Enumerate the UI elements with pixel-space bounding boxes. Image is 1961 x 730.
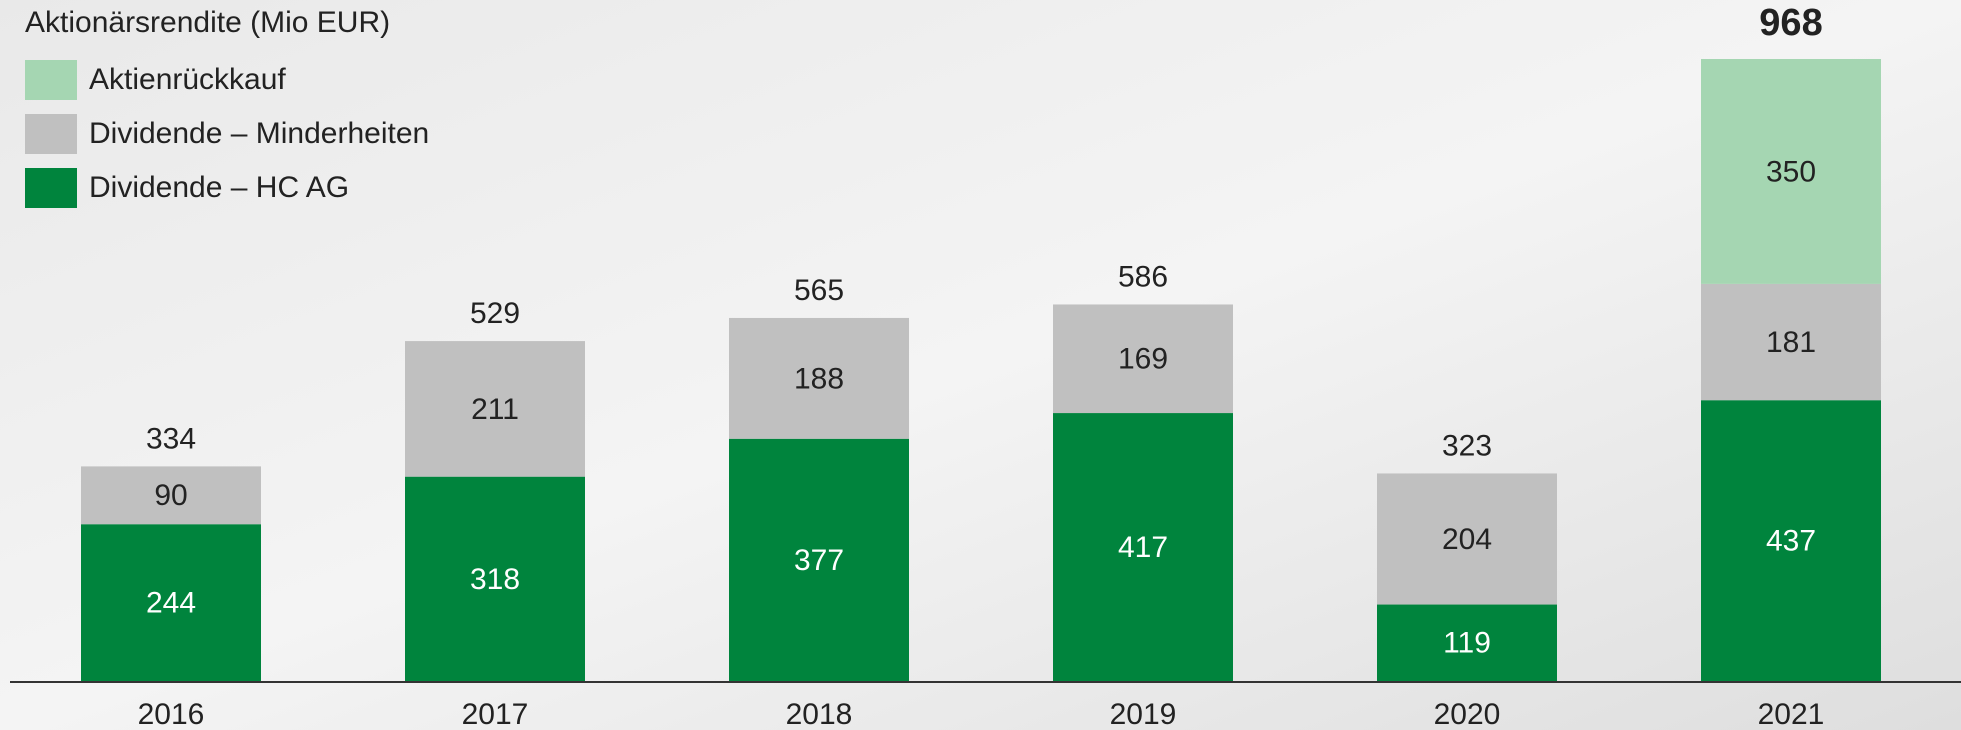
bar-segment <box>729 438 909 681</box>
x-tick-label: 2021 <box>1758 698 1825 730</box>
data-label: 437 <box>1766 525 1816 558</box>
data-label: 417 <box>1118 531 1168 564</box>
bar-segment <box>1053 304 1233 414</box>
bar-segment <box>405 476 585 681</box>
total-label: 586 <box>1118 260 1168 293</box>
data-label: 188 <box>794 362 844 395</box>
total-label: 334 <box>146 422 196 455</box>
data-label: 211 <box>471 393 519 426</box>
total-label: 323 <box>1442 429 1492 462</box>
bar-segment <box>1701 400 1881 681</box>
chart-title: Aktionärsrendite (Mio EUR) <box>25 6 390 39</box>
data-label: 204 <box>1442 523 1492 556</box>
bar-segment <box>1701 283 1881 401</box>
x-tick-label: 2016 <box>138 698 205 730</box>
data-label: 318 <box>470 563 520 596</box>
data-label: 169 <box>1118 343 1168 376</box>
total-label: 565 <box>794 274 844 307</box>
data-label: 119 <box>1443 627 1491 660</box>
bar-segment <box>1701 59 1881 284</box>
legend-swatch <box>25 168 77 208</box>
bar-segment <box>81 466 261 525</box>
x-tick-label: 2019 <box>1110 698 1177 730</box>
legend-label: Dividende – HC AG <box>89 171 349 204</box>
data-label: 350 <box>1766 155 1816 188</box>
bar-segment <box>1053 413 1233 681</box>
bar-segment <box>405 341 585 477</box>
bar-segment <box>1377 604 1557 681</box>
total-label: 968 <box>1759 2 1822 44</box>
legend-swatch <box>25 60 77 100</box>
x-tick-label: 2020 <box>1434 698 1501 730</box>
legend-swatch <box>25 114 77 154</box>
x-tick-label: 2018 <box>786 698 853 730</box>
data-label: 244 <box>146 587 196 620</box>
x-tick-label: 2017 <box>462 698 529 730</box>
bar-segment <box>1377 473 1557 605</box>
legend-label: Dividende – Minderheiten <box>89 117 429 150</box>
total-label: 529 <box>470 297 520 330</box>
bar-segment <box>81 524 261 681</box>
data-label: 181 <box>1766 326 1816 359</box>
legend-label: Aktienrückkauf <box>89 63 286 96</box>
data-label: 377 <box>794 544 844 577</box>
bar-segment <box>729 317 909 439</box>
data-label: 90 <box>154 479 187 512</box>
